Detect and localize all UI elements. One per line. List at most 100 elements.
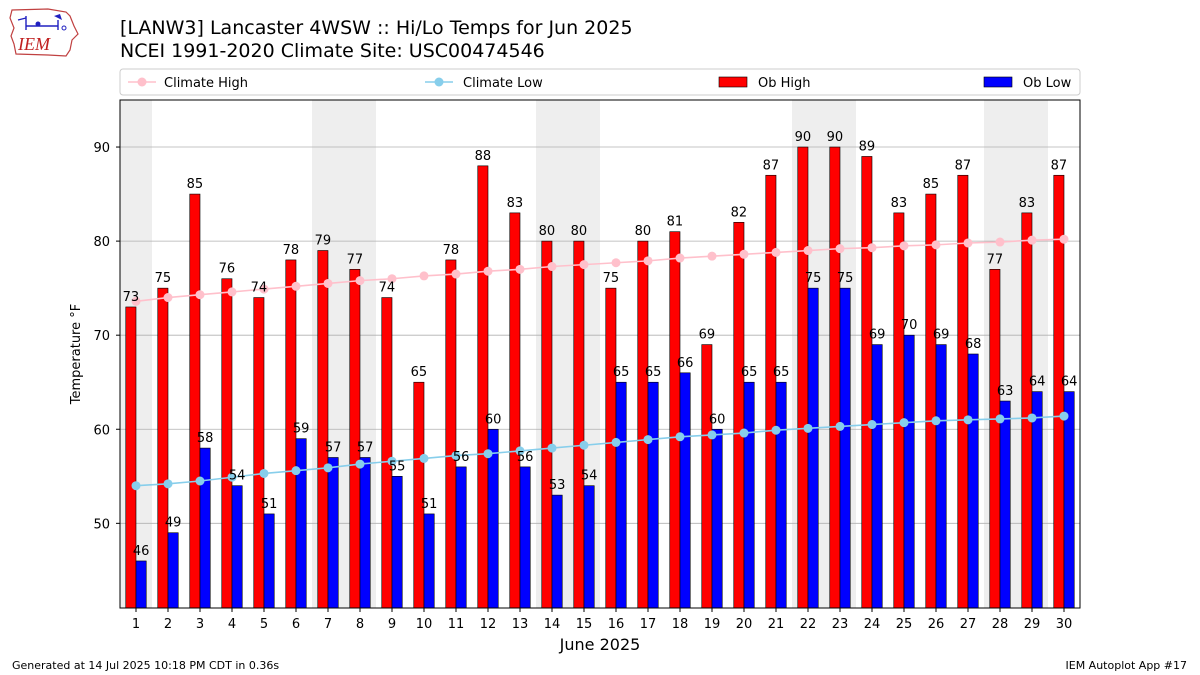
svg-text:IEM: IEM	[17, 34, 51, 54]
climate-low-point	[739, 428, 749, 438]
climate-high-point	[419, 271, 429, 281]
ob-high-bar	[189, 193, 201, 609]
ob-low-label: 75	[805, 271, 822, 286]
climate-low-point	[483, 449, 493, 459]
climate-high-point	[899, 241, 909, 251]
climate-high-point	[355, 276, 365, 286]
climate-low-line	[135, 415, 1065, 487]
climate-high-point	[579, 260, 589, 270]
x-tick-label: 6	[292, 617, 300, 632]
x-tick-label: 2	[164, 617, 172, 632]
x-tick-label: 3	[196, 617, 204, 632]
iem-logo: IEM	[9, 8, 79, 57]
climate-high-point	[1059, 234, 1069, 244]
x-tick-label: 12	[480, 617, 497, 632]
x-tick-label: 5	[260, 617, 268, 632]
x-axis-label: June 2025	[559, 635, 641, 654]
x-tick-label: 4	[228, 617, 236, 632]
ob-high-label: 65	[411, 365, 428, 380]
climate-high-point	[387, 274, 397, 284]
ob-low-bar	[903, 334, 915, 609]
legend-ob-low-swatch	[983, 76, 1013, 88]
climate-low-point	[835, 421, 845, 431]
x-tick-label: 22	[800, 617, 817, 632]
ob-high-bar	[637, 240, 649, 609]
ob-high-label: 81	[667, 215, 684, 230]
climate-low-point	[771, 425, 781, 435]
x-tick-label: 24	[864, 617, 881, 632]
climate-low-point	[931, 416, 941, 426]
ob-high-bar	[349, 269, 361, 609]
ob-low-bar	[839, 287, 851, 609]
ob-low-label: 65	[773, 365, 790, 380]
climate-low-point	[163, 479, 173, 489]
ob-low-bar	[775, 381, 787, 609]
climate-low-point	[195, 476, 205, 486]
ob-low-bar	[871, 344, 883, 609]
y-tick-label: 70	[93, 329, 110, 344]
x-tick-label: 19	[704, 617, 721, 632]
climate-high-line	[135, 238, 1065, 303]
ob-low-bar	[647, 381, 659, 609]
climate-low-point	[259, 468, 269, 478]
climate-low-point	[323, 463, 333, 473]
ob-low-label: 58	[197, 431, 214, 446]
climate-low-point	[227, 472, 237, 482]
climate-low-point	[419, 453, 429, 463]
legend-climate-low-marker	[434, 77, 444, 87]
ob-high-label: 78	[443, 243, 460, 258]
ob-low-bar	[391, 475, 403, 609]
legend-climate-low-label: Climate Low	[463, 76, 543, 91]
climate-high-point	[291, 281, 301, 291]
ob-high-bar	[541, 240, 553, 609]
ob-high-bar	[765, 174, 777, 609]
ob-high-label: 90	[795, 130, 812, 145]
ob-high-bar	[253, 297, 265, 609]
ob-low-label: 68	[965, 337, 982, 352]
ob-high-label: 80	[635, 224, 652, 239]
climate-low-point	[579, 440, 589, 450]
ob-low-bar	[1063, 391, 1075, 609]
ob-high-bar	[381, 297, 393, 609]
ob-high-label: 78	[283, 243, 300, 258]
ob-low-label: 56	[453, 450, 470, 465]
climate-high-point	[1027, 235, 1037, 245]
climate-low-point	[707, 430, 717, 440]
ob-high-label: 74	[379, 281, 396, 296]
ob-high-bar	[317, 250, 329, 609]
climate-low-point	[451, 451, 461, 461]
ob-low-label: 56	[517, 450, 534, 465]
climate-high-point	[163, 293, 173, 303]
x-tick-label: 26	[928, 617, 945, 632]
ob-low-label: 75	[837, 271, 854, 286]
climate-high-point	[611, 258, 621, 268]
ob-high-bar	[573, 240, 585, 609]
ob-high-bar	[925, 193, 937, 609]
climate-high-point	[483, 266, 493, 276]
ob-low-bar	[999, 400, 1011, 609]
x-tick-label: 23	[832, 617, 849, 632]
legend-ob-high-label: Ob High	[758, 76, 811, 91]
ob-high-bar	[445, 259, 457, 609]
legend-box	[119, 68, 1081, 96]
ob-low-label: 65	[613, 365, 630, 380]
ob-low-bar	[263, 513, 275, 609]
legend-climate-high-marker	[137, 77, 147, 87]
ob-high-bar	[477, 165, 489, 609]
ob-low-bar	[519, 466, 531, 609]
x-tick-label: 11	[448, 617, 465, 632]
ob-low-label: 64	[1061, 375, 1078, 390]
ob-low-label: 51	[261, 497, 278, 512]
ob-low-label: 46	[133, 544, 150, 559]
ob-high-label: 83	[891, 196, 908, 211]
climate-low-point	[803, 423, 813, 433]
ob-low-bar	[327, 457, 339, 609]
climate-low-point	[963, 415, 973, 425]
x-tick-label: 15	[576, 617, 593, 632]
y-tick-label: 90	[93, 141, 110, 156]
x-tick-label: 17	[640, 617, 657, 632]
ob-low-label: 57	[325, 440, 342, 455]
climate-low-point	[995, 414, 1005, 424]
ob-high-bar	[413, 381, 425, 609]
